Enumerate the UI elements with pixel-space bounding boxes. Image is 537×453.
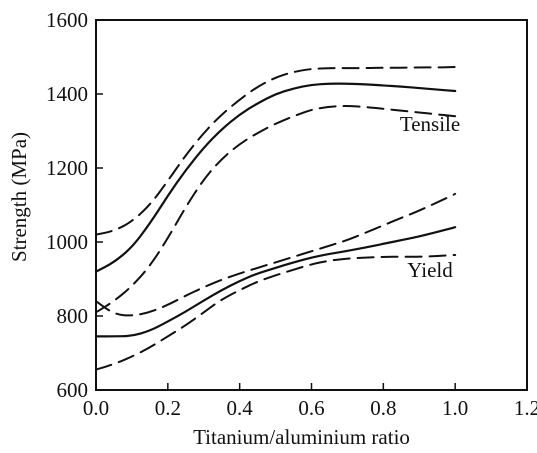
y-tick-label: 600: [57, 378, 89, 402]
series-line-4: [94, 226, 457, 338]
series-layer: [94, 66, 457, 371]
x-axis-label: Titanium/aluminium ratio: [193, 425, 410, 449]
series-line-6: [95, 253, 457, 371]
y-tick-label: 800: [57, 304, 89, 328]
y-tick-label: 1200: [46, 156, 88, 180]
tick-layer: 0.0 0.2 0.4 0.6 0.8 1.0 1.2 600 800 1000 1200 1400 1…: [46, 8, 537, 420]
x-tick-label: 0.4: [227, 396, 254, 420]
x-tick-label: 1.0: [442, 396, 468, 420]
series-line-3: [95, 105, 457, 314]
x-tick-label: 1.2: [514, 396, 537, 420]
annotation-yield: Yield: [407, 258, 453, 282]
y-tick-label: 1400: [46, 82, 88, 106]
y-tick-label: 1000: [46, 230, 88, 254]
x-tick-label: 0.8: [370, 396, 396, 420]
series-line-5: [95, 192, 457, 317]
y-tick-label: 1600: [46, 8, 88, 32]
x-tick-label: 0.2: [155, 396, 181, 420]
annotation-tensile: Tensile: [400, 112, 460, 136]
x-tick-label: 0.6: [298, 396, 324, 420]
series-line-1: [94, 82, 457, 273]
annotation-layer: Tensile Yield: [400, 112, 460, 282]
label-layer: Titanium/aluminium ratio Strength (MPa): [7, 132, 410, 449]
x-tick-label: 0.0: [83, 396, 109, 420]
y-axis-label: Strength (MPa): [7, 132, 31, 262]
series-line-2: [95, 66, 457, 236]
